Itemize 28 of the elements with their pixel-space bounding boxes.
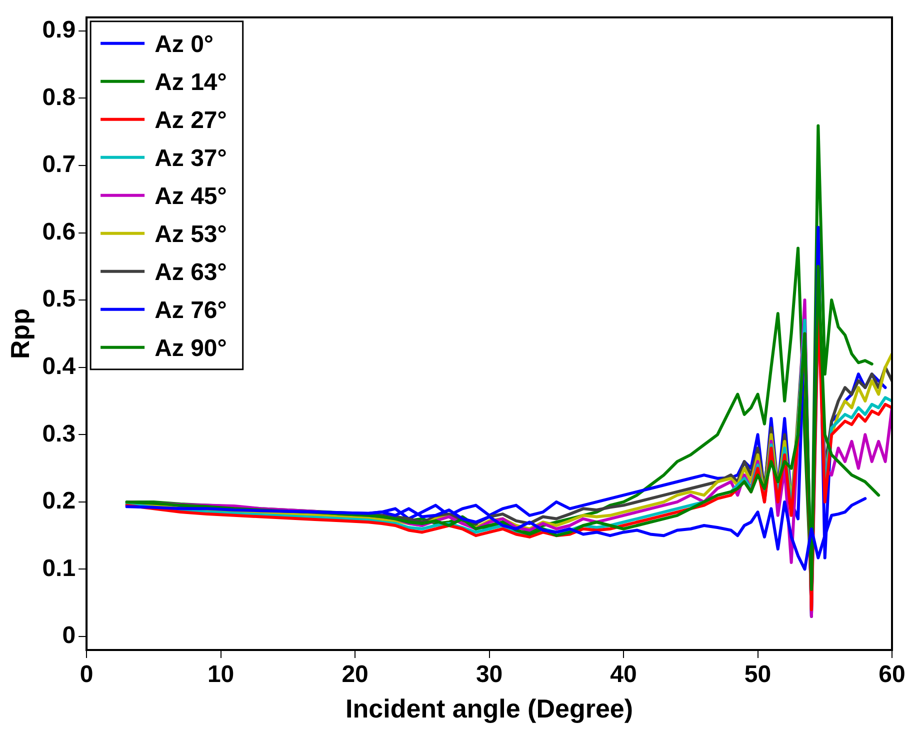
y-tick-label: 0.5 — [42, 286, 76, 313]
x-tick-label: 10 — [207, 661, 234, 688]
y-tick-label: 0.2 — [42, 488, 76, 515]
y-tick-label: 0.8 — [42, 84, 76, 111]
y-axis-title: Rpp — [4, 308, 35, 359]
legend-label: Az 45° — [154, 183, 227, 210]
legend-label: Az 37° — [154, 145, 227, 172]
y-tick-label: 0.9 — [42, 16, 76, 44]
legend-label: Az 76° — [154, 297, 227, 324]
legend-label: Az 27° — [154, 107, 227, 134]
y-tick-label: 0.6 — [42, 218, 76, 246]
legend-label: Az 0° — [154, 31, 214, 58]
y-tick-label: 0.3 — [42, 420, 76, 448]
legend-label: Az 90° — [154, 335, 227, 362]
x-tick-label: 60 — [878, 661, 906, 688]
y-tick-label: 0 — [62, 622, 76, 650]
x-tick-label: 0 — [80, 661, 94, 688]
x-axis-title: Incident angle (Degree) — [346, 694, 634, 724]
x-tick-label: 50 — [744, 661, 772, 688]
y-tick-label: 0.4 — [42, 352, 76, 380]
legend-label: Az 63° — [154, 259, 227, 286]
legend-label: Az 53° — [154, 221, 227, 248]
legend-label: Az 14° — [154, 69, 227, 96]
y-tick-label: 0.1 — [42, 554, 76, 582]
y-tick-label: 0.7 — [42, 151, 76, 178]
x-tick-label: 40 — [610, 661, 637, 688]
x-tick-label: 20 — [342, 661, 368, 688]
x-tick-label: 30 — [476, 661, 503, 688]
